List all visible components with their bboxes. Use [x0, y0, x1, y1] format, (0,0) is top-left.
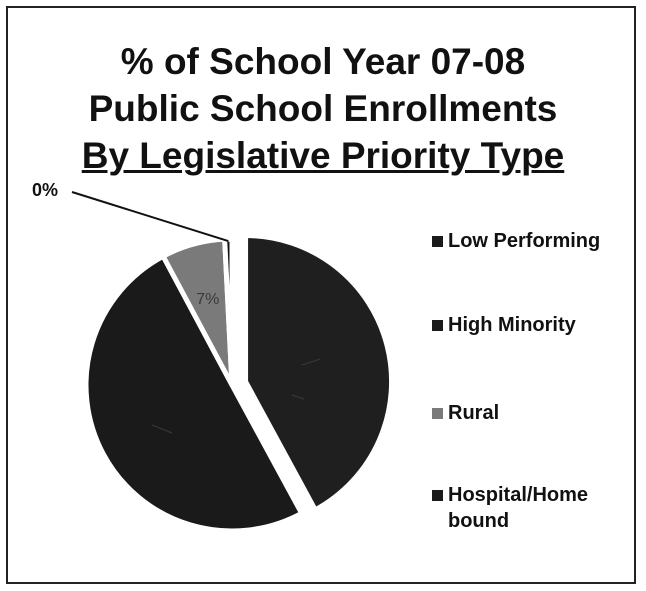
- legend-label-low-performing: Low Performing: [448, 230, 601, 252]
- leader-line-hospital-home-bound: [71, 191, 229, 243]
- data-label-rural: 7%: [196, 291, 219, 308]
- pie-slice-low-performing: [243, 233, 395, 513]
- legend-label-high-minority: High Minority: [448, 314, 576, 336]
- chart-title-line-3: By Legislative Priority Type: [81, 135, 565, 176]
- legend-swatch-high-minority: [432, 320, 443, 331]
- legend-label-rural: Rural: [448, 402, 500, 424]
- legend-swatch-rural: [432, 408, 443, 419]
- legend-item-rural: Rural: [432, 400, 642, 426]
- legend-swatch-hospital-home-bound: [432, 490, 443, 501]
- data-label-hospital-home-bound: 0%: [32, 180, 58, 200]
- pie-texture: [151, 358, 321, 434]
- legend-label-hospital-home-bound: Hospital/Home bound: [448, 484, 589, 532]
- chart-legend: Low Performing High Minority Rural Hospi…: [432, 228, 642, 534]
- chart-title-line-2: Public School Enrollments: [88, 88, 558, 129]
- legend-item-low-performing: Low Performing: [432, 228, 642, 254]
- legend-swatch-low-performing: [432, 236, 443, 247]
- chart-title: % of School Year 07-08 Public School Enr…: [0, 38, 646, 179]
- chart-title-line-1: % of School Year 07-08: [120, 41, 526, 82]
- legend-item-high-minority: High Minority: [432, 312, 642, 338]
- pie-slice-high-minority: [83, 253, 305, 534]
- legend-item-hospital-home-bound: Hospital/Home bound: [432, 482, 642, 534]
